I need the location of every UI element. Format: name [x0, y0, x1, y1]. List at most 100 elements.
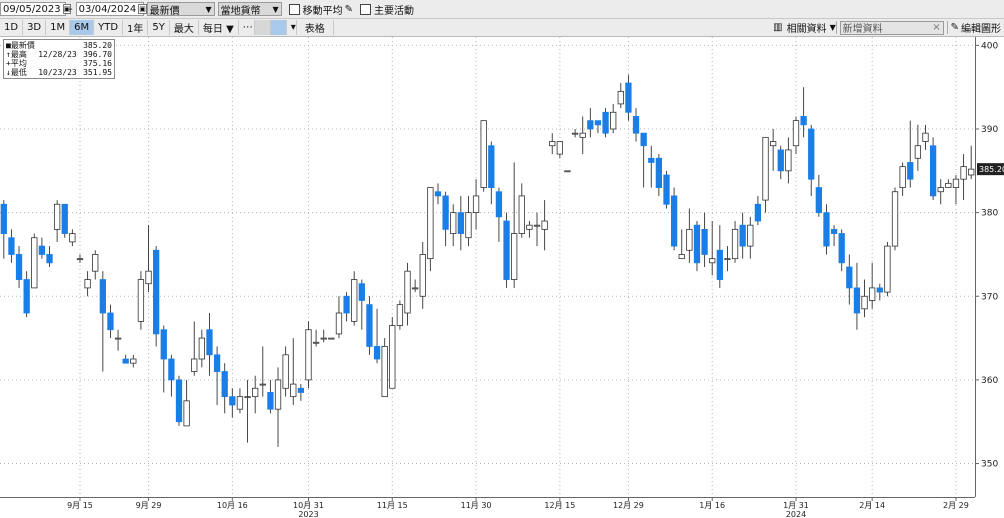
candle-body — [236, 396, 244, 410]
legend-value: 396.70 — [83, 50, 112, 59]
candle-body — [960, 166, 967, 180]
range-button-1m[interactable]: 1M — [46, 20, 71, 35]
legend-value: 385.20 — [83, 41, 112, 50]
candle-body — [800, 116, 807, 126]
candle-body — [472, 195, 480, 214]
candle-body — [846, 266, 853, 289]
calendar-icon[interactable]: ▣ — [62, 4, 72, 14]
candle-body — [366, 304, 373, 347]
edit-chart-button[interactable]: 編輯圖形 — [961, 24, 1001, 35]
candle-body — [168, 358, 175, 381]
candle-body — [823, 212, 830, 247]
currency-select[interactable]: 當地貨幣 ▼ — [217, 2, 282, 17]
candle-body — [731, 228, 739, 260]
pencil-icon[interactable]: ✎ — [950, 22, 959, 33]
chevron-down-icon[interactable]: ▾ — [287, 20, 297, 35]
checkbox-icon[interactable] — [288, 3, 300, 15]
candle-body — [709, 258, 716, 264]
date-dash: - — [69, 3, 73, 15]
candle-body — [587, 120, 594, 130]
last-price-tag — [977, 163, 1004, 176]
top-toolbar: 09/05/2023 ▣ - 03/04/2024 ▣ 最新價 ▼ 當地貨幣 ▼… — [0, 0, 1004, 19]
candle-body — [686, 228, 693, 251]
candle-chart-icon[interactable] — [270, 20, 287, 35]
candle-body — [297, 387, 305, 393]
legend-label: ■最新價 — [6, 41, 35, 50]
candle-body — [38, 245, 46, 255]
candle-body — [693, 224, 701, 264]
plot-area — [0, 37, 975, 497]
range-button-1y[interactable]: 1年 — [123, 20, 149, 35]
line-chart-icon[interactable]: ⋯ — [239, 20, 255, 35]
candle-body — [625, 82, 632, 113]
divider — [946, 21, 948, 34]
x-tick-label: 12月 29 — [613, 501, 644, 510]
legend-row-low: ↓最低 10/23/23 351.95 — [6, 68, 112, 77]
candle-body — [229, 396, 236, 406]
candle-body — [320, 337, 327, 340]
frequency-select[interactable]: 每日 ▼ — [199, 20, 239, 35]
candle-body — [968, 168, 975, 176]
start-date-field[interactable]: 09/05/2023 ▣ — [0, 2, 72, 16]
end-date-field[interactable]: 03/04/2024 ▣ — [75, 2, 147, 16]
candle-body — [663, 174, 670, 205]
moving-average-label: 移動平均 — [302, 5, 343, 17]
candle-body — [777, 149, 784, 172]
main-events-toggle[interactable]: 主要活動 — [360, 2, 414, 17]
y-tick-label: 360 — [981, 376, 998, 386]
y-tick-label: 400 — [981, 41, 998, 51]
candle-body — [518, 195, 525, 234]
candle-body — [46, 254, 53, 264]
candle-body — [84, 279, 91, 289]
candle-body — [907, 162, 914, 180]
checkbox-icon[interactable] — [360, 3, 371, 15]
legend-label: +平均 — [6, 59, 27, 68]
candle-body — [76, 258, 84, 261]
candle-body — [792, 120, 800, 147]
candle-body — [404, 270, 411, 314]
candle-body — [274, 379, 282, 410]
range-button-max[interactable]: 最大 — [170, 20, 199, 35]
range-button-6m[interactable]: 6M — [70, 20, 95, 35]
candle-body — [853, 287, 861, 314]
legend-date: 10/23/23 — [38, 68, 77, 77]
range-button-ytd[interactable]: YTD — [94, 20, 124, 35]
candle-body — [739, 224, 746, 247]
add-data-placeholder: 新增資料 — [842, 24, 883, 35]
candle-body — [861, 295, 868, 310]
candle-body — [876, 287, 883, 293]
candle-body — [450, 212, 457, 234]
candle-body — [869, 287, 876, 301]
bar-chart-icon[interactable] — [254, 20, 271, 35]
candle-body — [442, 195, 449, 230]
add-data-input[interactable]: 新增資料 × — [839, 20, 944, 35]
calendar-icon[interactable]: ▣ — [138, 4, 147, 14]
candle-body — [92, 254, 99, 272]
price-type-select[interactable]: 最新價 ▼ — [146, 2, 215, 17]
x-tick-label: 12月 15 — [544, 501, 575, 510]
square-icon: ■ — [6, 41, 11, 50]
down-tick-icon: ↓ — [6, 68, 11, 77]
candle-body — [770, 141, 777, 147]
candle-body — [99, 279, 106, 314]
y-tick-label: 350 — [981, 460, 998, 470]
moving-average-toggle[interactable]: 移動平均 ✎ — [288, 2, 353, 17]
candle-body — [23, 279, 30, 314]
close-icon[interactable]: × — [932, 22, 941, 33]
table-button[interactable]: 表格 — [297, 20, 334, 35]
range-button-3d[interactable]: 3D — [23, 20, 47, 35]
candle-body — [312, 341, 320, 344]
range-button-1d[interactable]: 1D — [0, 20, 24, 35]
candle-body — [160, 329, 167, 360]
related-data-button[interactable]: 相關資料 ▼ — [785, 21, 836, 35]
candle-body — [640, 132, 647, 147]
candle-body — [244, 396, 251, 399]
range-button-5y[interactable]: 5Y — [148, 20, 170, 35]
candle-body — [937, 187, 944, 193]
pencil-icon[interactable]: ✎ — [344, 3, 353, 15]
candle-body — [785, 149, 792, 172]
x-tick-label: 9月 29 — [136, 501, 162, 510]
candle-body — [808, 128, 815, 180]
bar-chart-icon[interactable]: ▥ — [773, 22, 783, 33]
